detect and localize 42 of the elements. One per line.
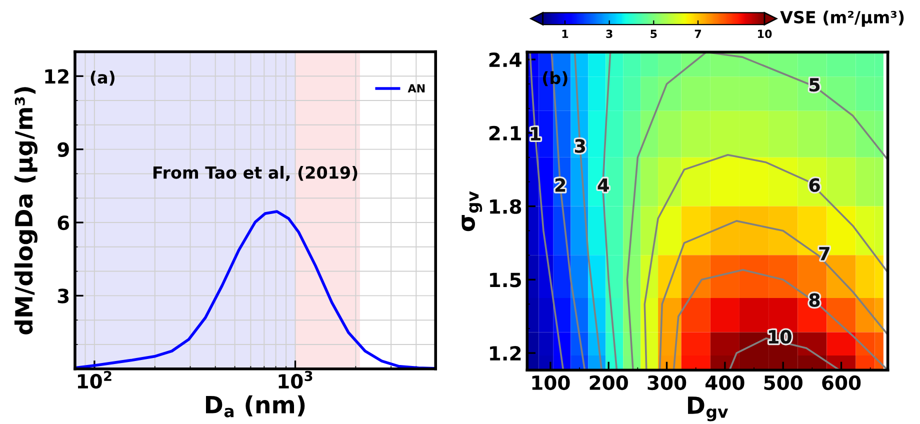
x-axis-title: D$_{gv}$ (688, 396, 728, 422)
annotation: 6 (809, 178, 820, 192)
y-tick-label: 2.1 (489, 126, 521, 140)
legend-label: AN (408, 84, 425, 92)
y-tick-label: 3 (58, 288, 69, 304)
annotation: 4 (598, 178, 609, 192)
color-bar-label: 7 (694, 30, 701, 38)
x-tick-label: 300 (648, 375, 686, 390)
x-tick-label: 100 (532, 375, 570, 390)
annotation: 3 (575, 139, 585, 153)
x-tick-label: 500 (764, 375, 802, 390)
annotation: (a) (90, 70, 114, 86)
y-tick-label: 6 (58, 215, 70, 230)
annotation: 7 (819, 247, 830, 260)
y-axis-title: σ$_{gv}$ (462, 191, 482, 232)
line-series (644, 154, 888, 370)
annotation: 2 (555, 178, 566, 192)
annotation: From Tao et al, (2019) (153, 166, 358, 181)
color-bar-label: 1 (562, 30, 568, 38)
annotation: 5 (810, 78, 820, 92)
x-axis-title: D$_{a}$ (nm) (206, 395, 305, 418)
y-tick-label: 2.4 (489, 52, 522, 67)
y-tick-label: 1.8 (490, 199, 522, 214)
x-tick-label: 10$^{2}$ (78, 370, 112, 389)
y-tick-label: 9 (58, 142, 69, 157)
x-tick-label: 200 (590, 375, 628, 390)
x-tick-label: 400 (706, 375, 744, 390)
y-tick-label: 1.5 (490, 272, 521, 288)
annotation: 8 (809, 293, 820, 307)
color-bar-label: 10 (758, 30, 772, 38)
color-bar-label: 5 (650, 30, 657, 38)
color-bar-label: 3 (606, 30, 612, 38)
color-bar-title: VSE (m²/μm³) (780, 10, 904, 27)
x-tick-label: 600 (822, 375, 861, 390)
annotation: (b) (543, 71, 568, 86)
y-axis-title: dM/dlogDa (μg/m³) (14, 87, 38, 334)
x-tick-label: 10$^{3}$ (278, 370, 312, 389)
line-series (658, 220, 888, 370)
annotation: 10 (769, 330, 792, 344)
y-tick-label: 1.2 (490, 346, 521, 360)
y-tick-label: 12 (45, 69, 68, 84)
line-series (672, 268, 888, 370)
